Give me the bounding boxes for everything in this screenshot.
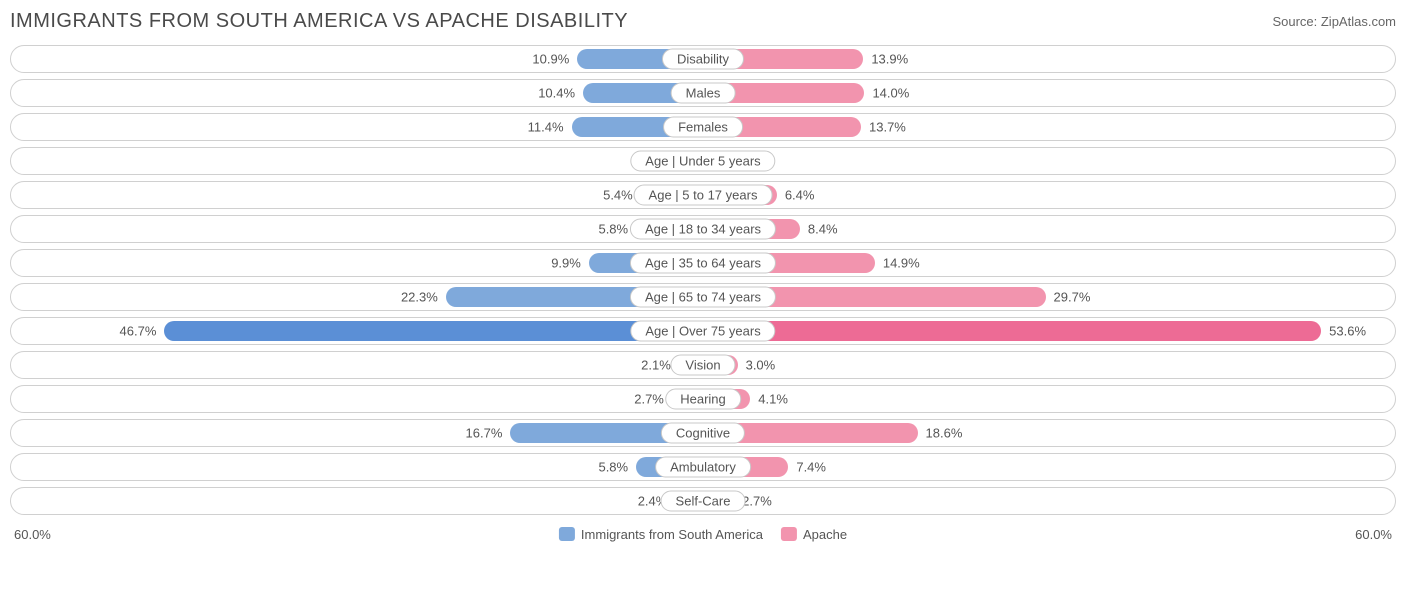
category-label: Age | Over 75 years bbox=[630, 321, 775, 342]
legend-swatch-right bbox=[781, 527, 797, 541]
category-label: Cognitive bbox=[661, 423, 745, 444]
category-label: Ambulatory bbox=[655, 457, 751, 478]
chart-row: 10.9% 13.9% Disability bbox=[10, 45, 1396, 73]
chart-footer: 60.0% Immigrants from South America Apac… bbox=[10, 523, 1396, 545]
pct-label-right: 14.9% bbox=[883, 256, 920, 271]
axis-max-right: 60.0% bbox=[1355, 527, 1392, 542]
axis-max-left: 60.0% bbox=[14, 527, 51, 542]
pct-label-left: 10.4% bbox=[538, 86, 575, 101]
category-label: Vision bbox=[670, 355, 735, 376]
pct-label-right: 53.6% bbox=[1329, 324, 1366, 339]
legend-swatch-left bbox=[559, 527, 575, 541]
chart-row: 2.4%2.7%Self-Care bbox=[10, 487, 1396, 515]
category-label: Age | 18 to 34 years bbox=[630, 219, 776, 240]
pct-label-right: 3.0% bbox=[746, 358, 776, 373]
chart-row: 5.4% 6.4% Age | 5 to 17 years bbox=[10, 181, 1396, 209]
pct-label-right: 13.9% bbox=[871, 52, 908, 67]
pct-label-right: 29.7% bbox=[1054, 290, 1091, 305]
category-label: Age | 65 to 74 years bbox=[630, 287, 776, 308]
category-label: Disability bbox=[662, 49, 744, 70]
pct-label-left: 5.4% bbox=[603, 188, 633, 203]
category-label: Age | 5 to 17 years bbox=[634, 185, 773, 206]
bar-right bbox=[703, 321, 1321, 341]
pct-label-right: 7.4% bbox=[796, 460, 826, 475]
chart-legend: Immigrants from South America Apache bbox=[559, 527, 847, 542]
category-label: Hearing bbox=[665, 389, 741, 410]
chart-header: IMMIGRANTS FROM SOUTH AMERICA VS APACHE … bbox=[10, 10, 1396, 33]
pct-label-right: 13.7% bbox=[869, 120, 906, 135]
pct-label-right: 18.6% bbox=[926, 426, 963, 441]
pct-label-right: 2.7% bbox=[742, 494, 772, 509]
pct-label-left: 10.9% bbox=[532, 52, 569, 67]
chart-row: 2.7% 4.1% Hearing bbox=[10, 385, 1396, 413]
pct-label-left: 46.7% bbox=[120, 324, 157, 339]
pct-label-left: 2.1% bbox=[641, 358, 671, 373]
chart-row: 5.8% 8.4% Age | 18 to 34 years bbox=[10, 215, 1396, 243]
legend-item-right: Apache bbox=[781, 527, 847, 542]
category-label: Age | 35 to 64 years bbox=[630, 253, 776, 274]
pct-label-left: 9.9% bbox=[551, 256, 581, 271]
pct-label-right: 6.4% bbox=[785, 188, 815, 203]
chart-row: 9.9% 14.9% Age | 35 to 64 years bbox=[10, 249, 1396, 277]
pct-label-left: 22.3% bbox=[401, 290, 438, 305]
category-label: Females bbox=[663, 117, 743, 138]
chart-row: 1.2%2.0%Age | Under 5 years bbox=[10, 147, 1396, 175]
pct-label-left: 16.7% bbox=[466, 426, 503, 441]
chart-row: 2.1% 3.0% Vision bbox=[10, 351, 1396, 379]
pct-label-right: 4.1% bbox=[758, 392, 788, 407]
legend-label-right: Apache bbox=[803, 527, 847, 542]
category-label: Males bbox=[671, 83, 736, 104]
chart-row: 16.7% 18.6% Cognitive bbox=[10, 419, 1396, 447]
chart-source: Source: ZipAtlas.com bbox=[1272, 14, 1396, 29]
category-label: Self-Care bbox=[661, 491, 746, 512]
legend-item-left: Immigrants from South America bbox=[559, 527, 763, 542]
pct-label-right: 14.0% bbox=[872, 86, 909, 101]
pct-label-right: 8.4% bbox=[808, 222, 838, 237]
pct-label-left: 5.8% bbox=[598, 222, 628, 237]
chart-row: 10.4% 14.0% Males bbox=[10, 79, 1396, 107]
chart-row: 46.7% 53.6% Age | Over 75 years bbox=[10, 317, 1396, 345]
pct-label-left: 11.4% bbox=[528, 120, 564, 135]
legend-label-left: Immigrants from South America bbox=[581, 527, 763, 542]
pct-label-left: 2.7% bbox=[634, 392, 664, 407]
chart-rows: 10.9% 13.9% Disability 10.4% 14.0% Males 11.4%… bbox=[10, 45, 1396, 515]
chart-row: 11.4% 13.7% Females bbox=[10, 113, 1396, 141]
category-label: Age | Under 5 years bbox=[630, 151, 775, 172]
chart-row: 22.3% 29.7% Age | 65 to 74 years bbox=[10, 283, 1396, 311]
chart-container: IMMIGRANTS FROM SOUTH AMERICA VS APACHE … bbox=[10, 10, 1396, 545]
bar-left bbox=[164, 321, 703, 341]
pct-label-left: 5.8% bbox=[598, 460, 628, 475]
chart-row: 5.8% 7.4% Ambulatory bbox=[10, 453, 1396, 481]
chart-title: IMMIGRANTS FROM SOUTH AMERICA VS APACHE … bbox=[10, 10, 628, 33]
